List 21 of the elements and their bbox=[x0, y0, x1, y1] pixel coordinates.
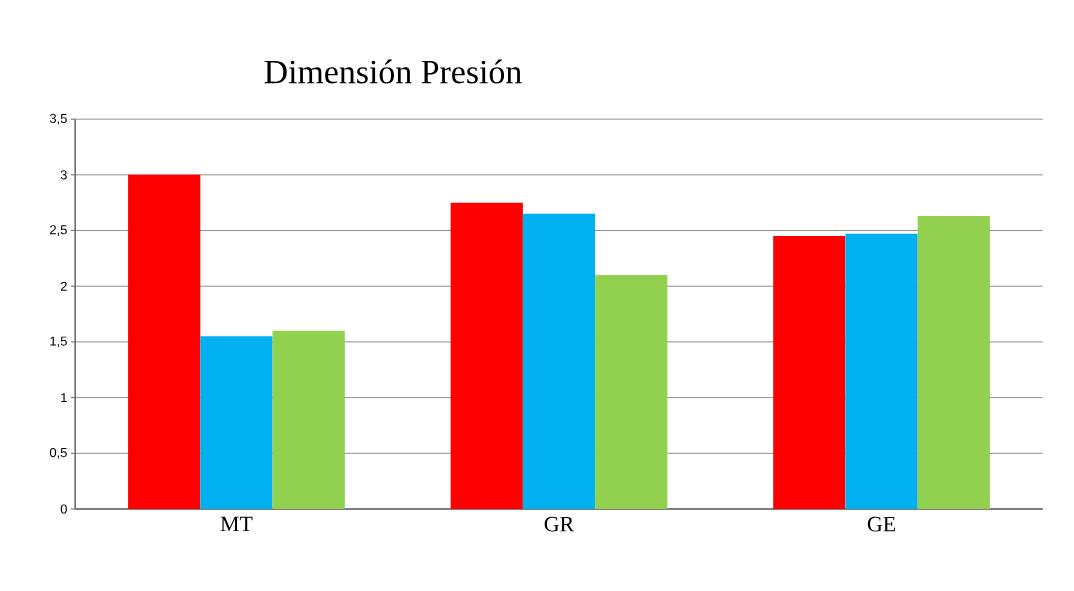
y-tick-label: 1 bbox=[61, 393, 67, 402]
chart-title: Dimensión Presión bbox=[264, 59, 522, 84]
bar bbox=[450, 202, 523, 509]
bar bbox=[200, 336, 273, 509]
y-tick-label: 0 bbox=[60, 504, 67, 514]
x-tick-label: MT bbox=[220, 516, 253, 532]
bar bbox=[595, 275, 668, 509]
y-tick-label: 3,5 bbox=[49, 113, 67, 125]
y-tick-label: 2,5 bbox=[50, 225, 67, 236]
y-tick-label: 3 bbox=[60, 170, 67, 180]
y-tick-label: 2 bbox=[60, 281, 67, 291]
x-tick-label: GE bbox=[867, 516, 896, 532]
bar bbox=[773, 236, 846, 509]
bar bbox=[522, 213, 596, 509]
bar bbox=[128, 174, 201, 509]
bar bbox=[845, 233, 918, 509]
bar bbox=[272, 330, 345, 509]
bar bbox=[917, 215, 990, 509]
y-tick-label: 0,5 bbox=[49, 447, 67, 459]
y-tick-label: 1,5 bbox=[50, 336, 67, 348]
x-tick-label: GR bbox=[544, 516, 575, 532]
